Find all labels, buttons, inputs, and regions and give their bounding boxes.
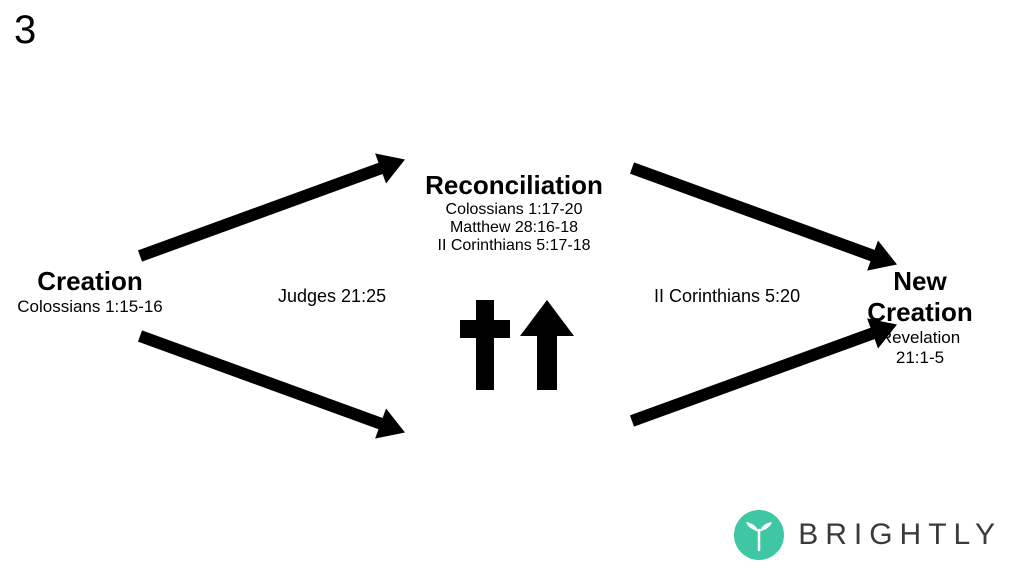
arrow-up-to-newcreation [630, 326, 878, 426]
node-reconciliation-ref-1: Matthew 28:16-18 [425, 219, 603, 237]
sprout-icon [734, 510, 784, 560]
brightly-logo-text: BRIGHTLY [798, 518, 1002, 552]
brightly-logo-mark [734, 510, 784, 560]
node-reconciliation: Reconciliation Colossians 1:17-20 Matthe… [425, 170, 603, 255]
brightly-logo: BRIGHTLY [734, 510, 1002, 560]
label-judges: Judges 21:25 [278, 286, 386, 307]
node-creation-title: Creation [17, 266, 163, 297]
cross-icon [460, 300, 510, 390]
arrow-creation-down [138, 330, 386, 430]
arrow-creation-to-reconciliation [138, 161, 386, 261]
node-reconciliation-ref-2: II Corinthians 5:17-18 [425, 237, 603, 255]
arrow-reconciliation-to-newcreation [630, 162, 878, 262]
resurrection-arrow-icon [520, 300, 574, 390]
node-creation-subtitle: Colossians 1:15-16 [17, 297, 163, 317]
node-creation: Creation Colossians 1:15-16 [17, 266, 163, 317]
page-number: 3 [14, 8, 36, 53]
label-corinthians: II Corinthians 5:20 [654, 286, 800, 307]
node-reconciliation-ref-0: Colossians 1:17-20 [425, 201, 603, 219]
node-reconciliation-title: Reconciliation [425, 170, 603, 201]
